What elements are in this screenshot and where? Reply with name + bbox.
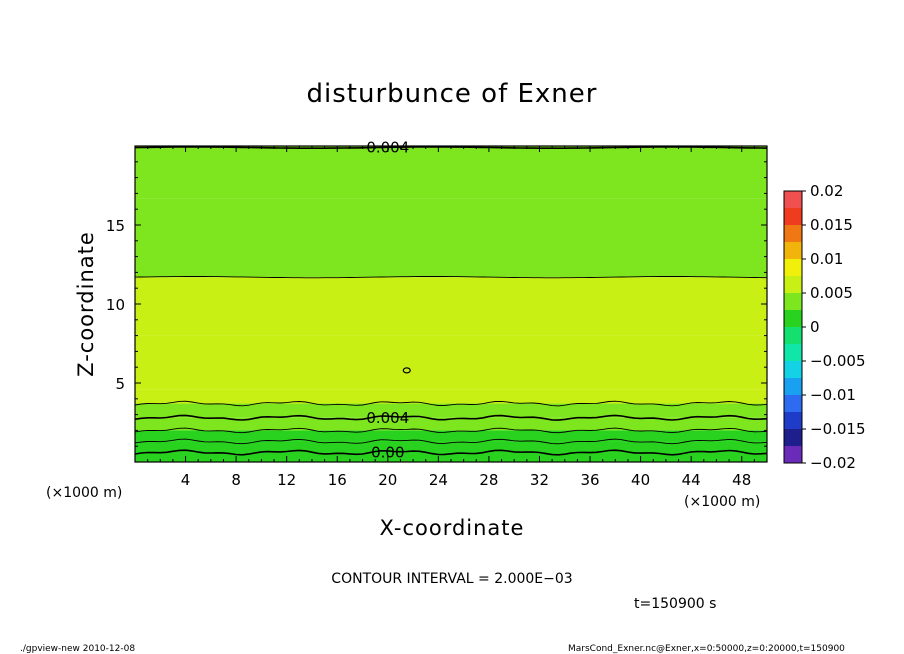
colorbar-segment [784,344,802,361]
contour-line [134,438,768,445]
colorbar-label: 0.01 [810,250,843,268]
colorbar-label: −0.015 [810,420,866,438]
x-tick-label: 36 [580,471,599,489]
y-axis-unit: (×1000 m) [46,485,122,501]
x-tick-label: 12 [277,471,296,489]
colorbar-label: 0.02 [810,182,843,200]
x-tick-label: 4 [181,471,191,489]
x-tick-label: 24 [429,471,448,489]
colorbar-segment [784,429,802,446]
contour-band [135,335,767,390]
contour-interval: CONTOUR INTERVAL = 2.000E−03 [331,571,572,587]
x-tick-label: 40 [631,471,650,489]
y-axis-label: Z-coordinate [74,231,98,377]
x-tick-label: 32 [530,471,549,489]
colorbar-segment [784,293,802,310]
colorbar-label: −0.02 [810,454,856,472]
y-axis-ticks: 5 10 15 [106,145,767,463]
colorbar-segment [784,327,802,344]
colorbar-segment [784,412,802,429]
contour-band [135,417,767,431]
x-tick-label: 48 [732,471,751,489]
y-tick-label: 10 [106,296,125,314]
contour-label: 0.00 [371,444,404,462]
x-tick-label: 20 [378,471,397,489]
colorbar-label: 0 [810,318,820,336]
colorbar-segment [784,446,802,463]
colorbar-label: −0.01 [810,386,856,404]
contour-fill-bands [135,146,767,462]
contour-band [135,146,767,199]
contour-band [135,430,767,442]
y-tick-label: 5 [115,375,125,393]
colorbar-segment [784,242,802,259]
footer-left: ./gpview-new 2010-12-08 [20,644,135,654]
colorbar-segment [784,395,802,412]
time-stamp: t=150900 s [634,596,716,612]
chart-title: disturbunce of Exner [307,79,598,109]
x-tick-label: 28 [479,471,498,489]
colorbar-segment [784,276,802,293]
contour-band [135,452,767,462]
colorbar-segment [784,208,802,225]
contour-band [135,389,767,404]
y-tick-label: 15 [106,217,125,235]
footer-right: MarsCond_Exner.nc@Exner,x=0:50000,z=0:20… [568,644,845,654]
contour-line [134,276,768,279]
x-axis-ticks: 4 8 12 16 20 24 28 32 36 40 44 48 [134,146,768,489]
colorbar: 0.02 0.015 0.01 0.005 0 −0.005 −0.01 −0.015 −0.0… [783,182,866,472]
x-axis-label: X-coordinate [380,516,525,540]
colorbar-label: 0.005 [810,284,853,302]
contour-band [135,198,767,278]
colorbar-segment [784,361,802,378]
contour-line [134,414,768,421]
colorbar-segment [784,259,802,276]
x-tick-label: 44 [682,471,701,489]
contour-band [135,277,767,336]
contour-band [135,441,767,453]
colorbar-segment [784,378,802,395]
colorbar-label: 0.015 [810,216,853,234]
colorbar-segment [784,225,802,242]
contour-line [134,400,768,407]
colorbar-segment [784,191,802,208]
contour-loop [402,367,411,374]
contour-label: 0.004 [366,409,409,427]
contour-band [135,403,767,418]
x-tick-label: 8 [231,471,241,489]
contour-line [134,449,768,456]
x-axis-unit: (×1000 m) [684,494,760,510]
colorbar-segment [784,310,802,327]
colorbar-label: −0.005 [810,352,866,370]
x-tick-label: 16 [328,471,347,489]
contour-line [134,427,768,434]
